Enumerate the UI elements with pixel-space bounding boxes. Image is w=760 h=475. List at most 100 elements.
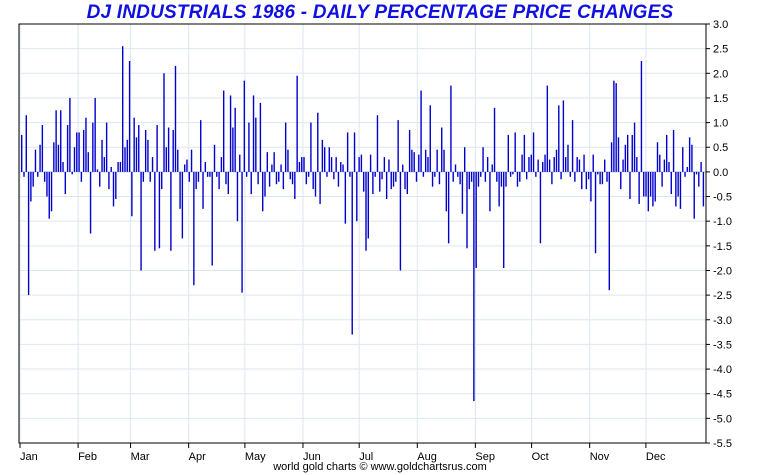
bar [418, 154, 420, 172]
bar [457, 171, 459, 177]
x-axis-months: Jan Feb Mar Apr May Jun Jul Aug Sep Oct Nov Dec [19, 443, 666, 463]
bar [427, 157, 429, 172]
bar [213, 144, 216, 172]
bar [344, 171, 347, 224]
bar [25, 115, 27, 172]
bar [395, 171, 397, 182]
bar [170, 171, 172, 251]
bar [503, 171, 505, 268]
y-tick-label: -1.5 [713, 241, 732, 253]
bar [126, 139, 128, 172]
bar [615, 83, 617, 172]
bar [147, 139, 149, 172]
bar [493, 107, 496, 172]
y-tick-label: -2.5 [713, 290, 732, 302]
bar [581, 171, 583, 190]
bar [296, 75, 298, 172]
bar [209, 171, 211, 177]
bar [71, 171, 73, 175]
bar [151, 157, 154, 172]
bar [321, 139, 324, 172]
bar [640, 60, 643, 172]
bar [466, 171, 468, 249]
bar [21, 134, 23, 172]
x-tick-label: Apr [189, 451, 206, 463]
bar [32, 171, 34, 187]
bar [135, 137, 138, 172]
bar [131, 171, 133, 217]
bar [314, 171, 317, 197]
bar [248, 122, 250, 172]
bar [684, 171, 686, 177]
bar [112, 171, 115, 207]
bar [525, 171, 528, 180]
bar [250, 171, 252, 195]
bar [379, 171, 381, 192]
bar [505, 171, 507, 187]
bar [167, 127, 170, 172]
bar [317, 112, 319, 172]
bar [252, 95, 255, 172]
bar [243, 80, 246, 172]
bar [415, 171, 418, 182]
bar [307, 171, 310, 177]
bar [94, 97, 96, 172]
bar [353, 132, 356, 172]
bar [78, 132, 80, 172]
bar [470, 171, 473, 182]
bar [532, 132, 535, 172]
bar [670, 171, 672, 195]
y-tick-label: 0.0 [713, 167, 728, 179]
bar [530, 154, 532, 172]
bar [156, 125, 158, 172]
bar [516, 171, 519, 187]
y-tick-label: 2.5 [713, 44, 728, 56]
bar [636, 157, 638, 172]
bar [601, 171, 604, 185]
y-tick-label: -3.5 [713, 339, 732, 351]
bar [397, 120, 399, 172]
bar [434, 171, 436, 177]
bar [305, 171, 308, 185]
bar [96, 169, 99, 172]
bar [383, 157, 386, 172]
y-tick-label: -5.0 [713, 413, 732, 425]
bar [264, 171, 266, 197]
bar [239, 154, 241, 172]
bar [624, 144, 627, 172]
x-tick-label: Aug [417, 451, 437, 463]
bar [206, 171, 209, 177]
bar [599, 171, 601, 185]
bar [119, 162, 122, 172]
bar [23, 171, 25, 177]
bar [165, 147, 167, 172]
bar [333, 171, 335, 180]
bar [73, 147, 76, 172]
bar [385, 171, 388, 199]
y-tick-label: 1.0 [713, 118, 728, 130]
bar [124, 147, 126, 172]
bar [507, 134, 509, 172]
bar [376, 115, 379, 172]
bar [303, 157, 305, 172]
bar [222, 90, 225, 172]
bar [27, 171, 30, 296]
bar [445, 171, 448, 212]
bar [92, 122, 94, 172]
bar [381, 171, 383, 180]
y-tick-label: -4.5 [713, 389, 732, 401]
bar [105, 122, 108, 172]
bar [489, 171, 491, 212]
bar [174, 65, 177, 172]
bar [369, 154, 372, 172]
bar [218, 171, 220, 190]
bar [548, 159, 551, 172]
bar [553, 157, 555, 172]
bar [558, 105, 560, 172]
bar [486, 157, 489, 172]
bar [82, 129, 85, 172]
bar [41, 125, 44, 172]
bar [441, 127, 443, 172]
bar [535, 171, 537, 177]
gridlines [19, 23, 706, 444]
